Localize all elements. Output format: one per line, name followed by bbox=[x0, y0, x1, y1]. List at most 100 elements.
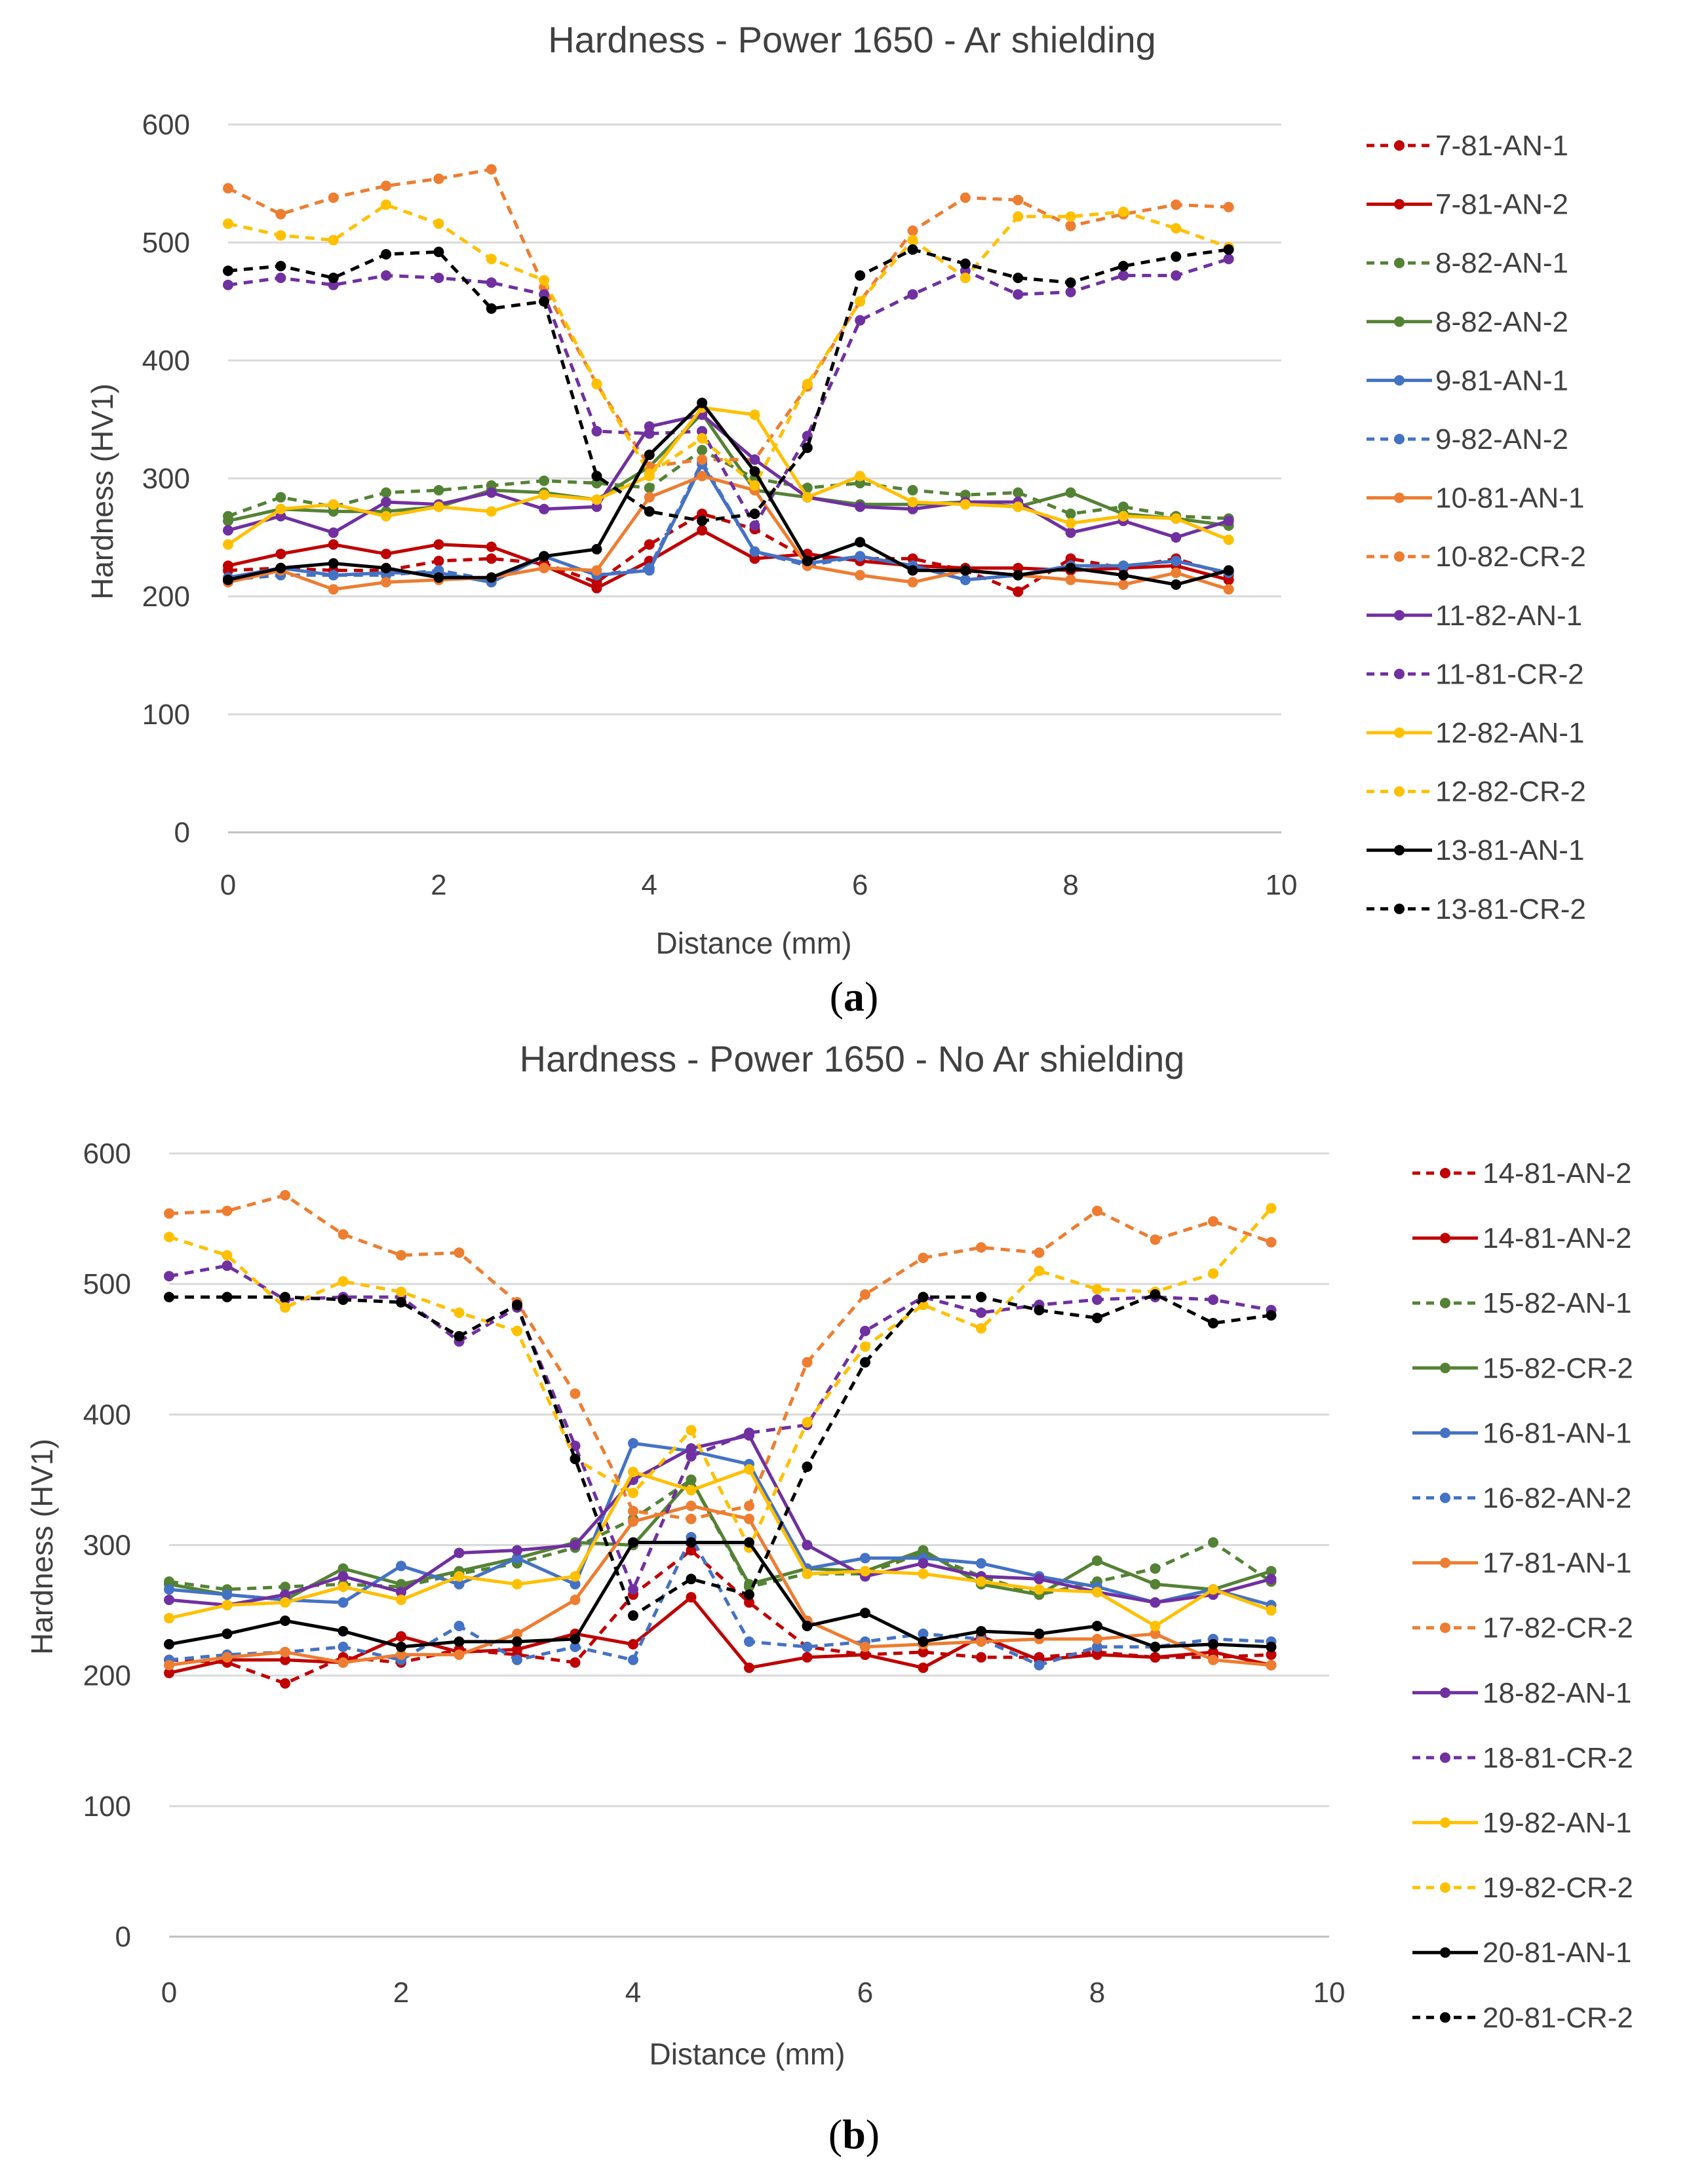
x-tick-labels: 0 2 4 6 8 10 bbox=[161, 1977, 1346, 2009]
data-point bbox=[280, 1292, 290, 1303]
data-point bbox=[280, 1654, 290, 1665]
data-point bbox=[280, 1646, 290, 1657]
legend-item: 10-82-CR-2 bbox=[1367, 541, 1586, 573]
data-point bbox=[686, 1513, 697, 1524]
legend-label: 13-81-AN-1 bbox=[1435, 834, 1584, 866]
legend-item: 20-81-AN-1 bbox=[1412, 1937, 1631, 1969]
x-tick-label: 8 bbox=[1062, 869, 1078, 901]
legend-label: 19-82-AN-1 bbox=[1483, 1807, 1631, 1839]
data-point bbox=[855, 270, 866, 281]
y-tick-label: 100 bbox=[142, 699, 190, 731]
data-point bbox=[539, 475, 550, 486]
data-point bbox=[164, 1271, 174, 1282]
data-point bbox=[1013, 501, 1024, 513]
y-tick-label: 600 bbox=[83, 1138, 131, 1170]
data-point bbox=[918, 1568, 929, 1579]
y-axis-label: Hardness (HV1) bbox=[25, 1439, 59, 1655]
legend-item: 12-82-CR-2 bbox=[1367, 776, 1586, 808]
data-point bbox=[976, 1558, 986, 1569]
data-point bbox=[222, 1589, 233, 1600]
series-20-81-CR-2 bbox=[164, 1289, 1277, 1621]
data-point bbox=[744, 1589, 754, 1600]
legend-label: 14-81-AN-2 bbox=[1483, 1157, 1631, 1190]
data-point bbox=[1117, 270, 1129, 281]
data-point bbox=[328, 558, 339, 569]
legend-swatch-marker bbox=[1394, 727, 1405, 738]
legend-item: 14-81-AN-2 bbox=[1412, 1222, 1631, 1254]
data-point bbox=[328, 499, 339, 510]
legend-label: 10-82-CR-2 bbox=[1435, 541, 1586, 573]
data-point bbox=[686, 1484, 697, 1496]
y-tick-label: 500 bbox=[83, 1268, 131, 1300]
data-point bbox=[1208, 1584, 1218, 1595]
data-point bbox=[486, 277, 497, 288]
data-point bbox=[433, 218, 444, 229]
data-point bbox=[1266, 1659, 1277, 1671]
data-point bbox=[1034, 1628, 1045, 1639]
data-point bbox=[860, 1325, 870, 1336]
legend-item: 11-81-CR-2 bbox=[1367, 658, 1584, 690]
legend-label: 11-81-CR-2 bbox=[1435, 658, 1584, 690]
data-point bbox=[686, 1425, 697, 1436]
data-point bbox=[744, 1537, 754, 1548]
data-point bbox=[280, 1302, 290, 1313]
data-point bbox=[1065, 574, 1076, 585]
legend-label: 13-81-CR-2 bbox=[1435, 893, 1586, 925]
series-11-81-CR-2 bbox=[223, 254, 1234, 531]
data-point bbox=[1013, 273, 1024, 283]
data-point bbox=[976, 1323, 986, 1334]
data-point bbox=[918, 1558, 929, 1569]
data-point bbox=[1171, 579, 1182, 590]
series-8-82-AN-1 bbox=[223, 444, 1234, 524]
data-point bbox=[433, 556, 444, 566]
data-point bbox=[338, 1641, 349, 1652]
legend-swatch-marker bbox=[1440, 1622, 1450, 1633]
data-point bbox=[280, 1581, 290, 1593]
x-tick-label: 10 bbox=[1313, 1977, 1346, 2009]
legend-swatch-marker bbox=[1394, 903, 1405, 914]
data-point bbox=[381, 249, 392, 260]
series-20-81-AN-1 bbox=[164, 1537, 1277, 1652]
data-point bbox=[396, 1297, 406, 1308]
data-point bbox=[486, 303, 497, 314]
data-point bbox=[328, 235, 339, 246]
data-point bbox=[433, 501, 444, 513]
legend-swatch-marker bbox=[1440, 1947, 1450, 1958]
data-point bbox=[396, 1641, 406, 1652]
data-point bbox=[570, 1595, 581, 1606]
data-point bbox=[223, 515, 233, 526]
data-point bbox=[976, 1636, 986, 1647]
legend: 14-81-AN-2 14-81-AN-2 15-82-AN-1 15-82-CR-2… bbox=[1412, 1157, 1633, 2034]
data-point bbox=[512, 1325, 522, 1336]
data-point bbox=[328, 584, 339, 595]
data-point bbox=[338, 1625, 349, 1636]
data-point bbox=[280, 1589, 290, 1600]
data-point bbox=[381, 577, 392, 588]
data-point bbox=[164, 1584, 174, 1595]
legend-label: 9-81-AN-1 bbox=[1435, 364, 1568, 397]
legend-label: 16-82-AN-2 bbox=[1483, 1482, 1631, 1515]
data-point bbox=[1150, 1641, 1161, 1652]
series-line bbox=[227, 448, 1229, 520]
data-point bbox=[744, 1500, 754, 1511]
data-point bbox=[1013, 195, 1024, 206]
data-point bbox=[644, 428, 655, 439]
legend-item: 17-81-AN-1 bbox=[1412, 1547, 1631, 1579]
legend: 7-81-AN-1 7-81-AN-2 8-82-AN-1 8-82-AN-2 9-81… bbox=[1367, 130, 1586, 925]
data-point bbox=[275, 208, 286, 220]
legend-label: 17-82-CR-2 bbox=[1483, 1612, 1633, 1644]
data-point bbox=[512, 1636, 522, 1647]
data-point bbox=[860, 1608, 870, 1619]
data-point bbox=[1092, 1649, 1102, 1660]
legend-item: 19-82-AN-1 bbox=[1412, 1807, 1631, 1839]
data-point bbox=[275, 230, 286, 241]
series-line bbox=[227, 401, 1230, 587]
data-point bbox=[570, 1454, 581, 1465]
data-point bbox=[381, 180, 392, 191]
data-point bbox=[396, 1579, 406, 1590]
data-point bbox=[1171, 568, 1182, 578]
legend-label: 10-81-AN-1 bbox=[1435, 482, 1584, 514]
data-point bbox=[396, 1595, 406, 1606]
data-point bbox=[570, 1633, 581, 1644]
legend-swatch-marker bbox=[1440, 1687, 1450, 1698]
